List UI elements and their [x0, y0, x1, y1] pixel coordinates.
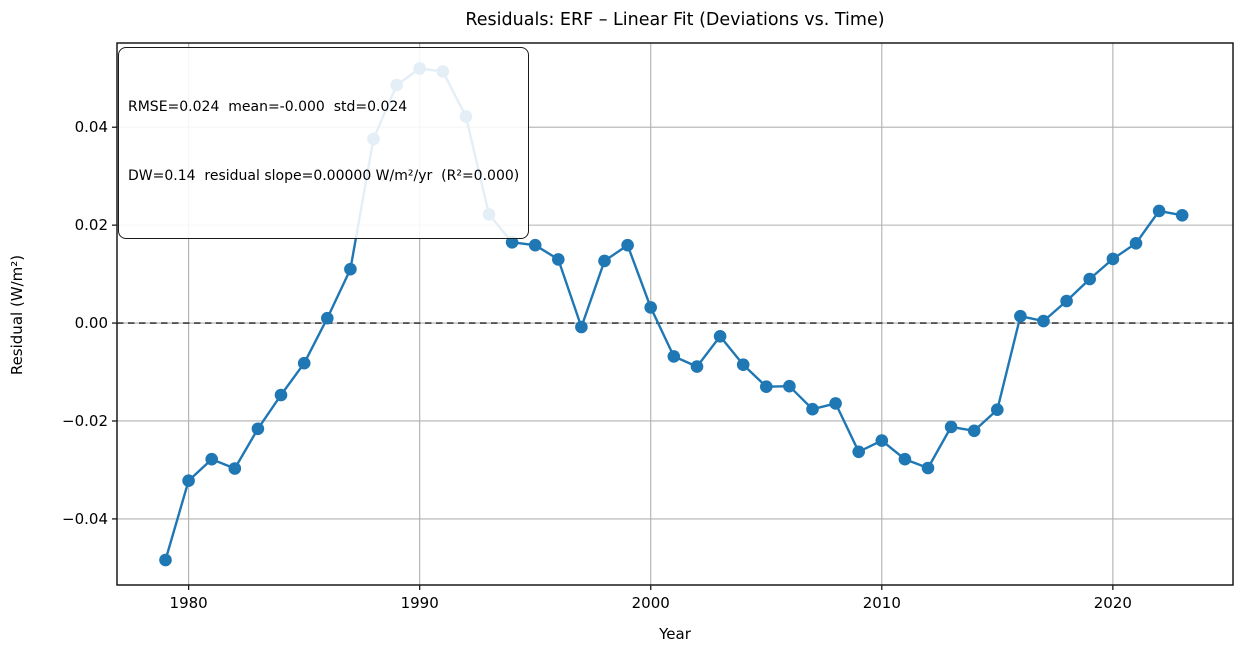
data-point-marker [898, 452, 912, 466]
data-point-marker [829, 397, 842, 410]
data-point-marker [991, 403, 1004, 417]
data-point-marker [205, 452, 218, 466]
data-point-marker [274, 388, 288, 402]
stats-line-1: RMSE=0.024 mean=-0.000 std=0.024 [128, 99, 408, 115]
data-point-marker [921, 461, 935, 475]
data-point-marker [1083, 272, 1096, 286]
data-point-marker [1014, 309, 1027, 323]
y-tick-label: −0.02 [62, 412, 108, 430]
plot-border [116, 42, 1234, 586]
data-point-marker [760, 380, 773, 394]
x-tick-label: 1990 [401, 594, 439, 612]
data-point-marker [575, 320, 588, 334]
y-tick-label: −0.04 [62, 510, 108, 528]
data-point-marker [621, 238, 634, 252]
data-point-marker [875, 434, 889, 447]
data-point-marker [736, 358, 750, 372]
data-point-marker [552, 253, 565, 266]
data-point-marker [344, 262, 357, 276]
data-point-marker [1060, 294, 1073, 308]
data-point-marker [644, 301, 657, 314]
data-point-marker [598, 254, 611, 268]
x-axis-label: Year [659, 625, 691, 643]
data-point-marker [944, 420, 958, 434]
data-point-marker [159, 553, 172, 567]
y-tick-label: 0.04 [75, 118, 108, 136]
data-point-marker [1152, 204, 1166, 218]
data-point-marker [528, 238, 542, 252]
data-point-marker [713, 330, 727, 343]
y-axis-label: Residual (W/m²) [8, 254, 26, 376]
data-point-marker [505, 236, 519, 249]
x-tick-label: 2000 [632, 594, 670, 612]
chart-title: Residuals: ERF – Linear Fit (Deviations … [465, 10, 885, 30]
data-point-marker [852, 445, 865, 459]
data-point-marker [1037, 314, 1050, 328]
x-tick-label: 2010 [863, 594, 901, 612]
data-point-marker [1106, 252, 1120, 266]
data-point-marker [806, 402, 819, 416]
data-point-marker [321, 311, 334, 325]
stats-annotation-box: RMSE=0.024 mean=-0.000 std=0.024 DW=0.14… [118, 47, 530, 239]
data-point-marker [228, 462, 242, 475]
data-point-marker [1129, 237, 1143, 250]
data-point-marker [297, 356, 311, 370]
data-point-marker [783, 379, 796, 393]
x-tick-label: 2020 [1094, 594, 1132, 612]
data-point-marker [251, 422, 265, 436]
stats-line-2: DW=0.14 residual slope=0.00000 W/m²/yr (… [128, 168, 520, 184]
data-point-marker [690, 360, 704, 373]
data-point-marker [1175, 209, 1189, 222]
data-point-marker [667, 350, 681, 363]
y-tick-label: 0.02 [75, 216, 108, 234]
data-point-marker [182, 474, 195, 488]
data-point-marker [967, 424, 981, 438]
x-tick-label: 1980 [170, 594, 208, 612]
y-tick-label: 0.00 [75, 314, 108, 332]
